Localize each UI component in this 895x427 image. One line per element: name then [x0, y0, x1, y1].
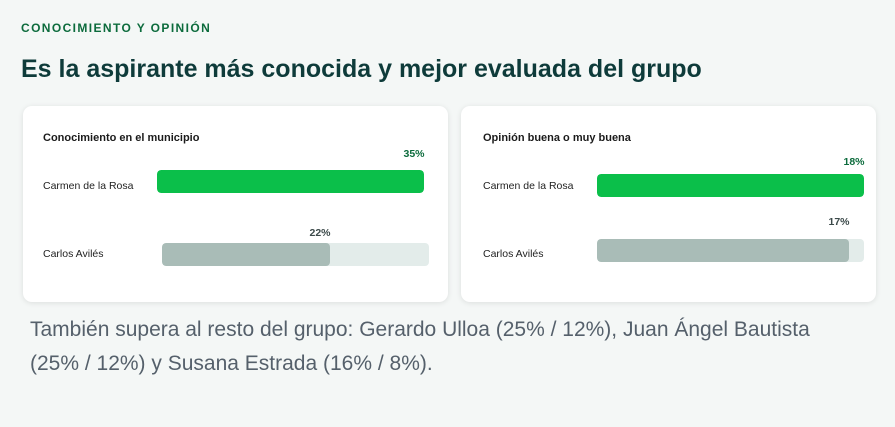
data-label-carlos: 17% — [828, 216, 850, 228]
category-label-carlos: Carlos Avilés — [483, 248, 544, 260]
category-label-carlos: Carlos Avilés — [43, 248, 104, 260]
bar-carlos — [597, 239, 849, 262]
eyebrow-label: CONOCIMIENTO Y OPINIÓN — [21, 21, 212, 35]
category-label-carmen: Carmen de la Rosa — [43, 180, 134, 192]
footnote-text: También supera al resto del grupo: Gerar… — [30, 318, 810, 375]
bar-carmen — [157, 170, 424, 193]
bar-track-carlos — [597, 239, 864, 262]
bar-track-carmen — [157, 170, 424, 193]
chart-card-opinion: Opinión buena o muy buena 18% Carmen de … — [461, 106, 876, 302]
chart-card-conocimiento: Conocimiento en el municipio 35% Carmen … — [23, 106, 448, 302]
page-title: Es la aspirante más conocida y mejor eva… — [21, 55, 702, 83]
data-label-carmen: 35% — [403, 148, 425, 160]
category-label-carmen: Carmen de la Rosa — [483, 180, 574, 192]
chart-title: Opinión buena o muy buena — [483, 132, 631, 144]
data-label-carlos: 22% — [309, 227, 331, 239]
bar-track-carlos — [162, 243, 429, 266]
bar-carmen — [597, 174, 864, 197]
bar-carlos — [162, 243, 330, 266]
chart-title: Conocimiento en el municipio — [43, 132, 200, 144]
data-label-carmen: 18% — [843, 156, 865, 168]
bar-track-carmen — [597, 174, 864, 197]
